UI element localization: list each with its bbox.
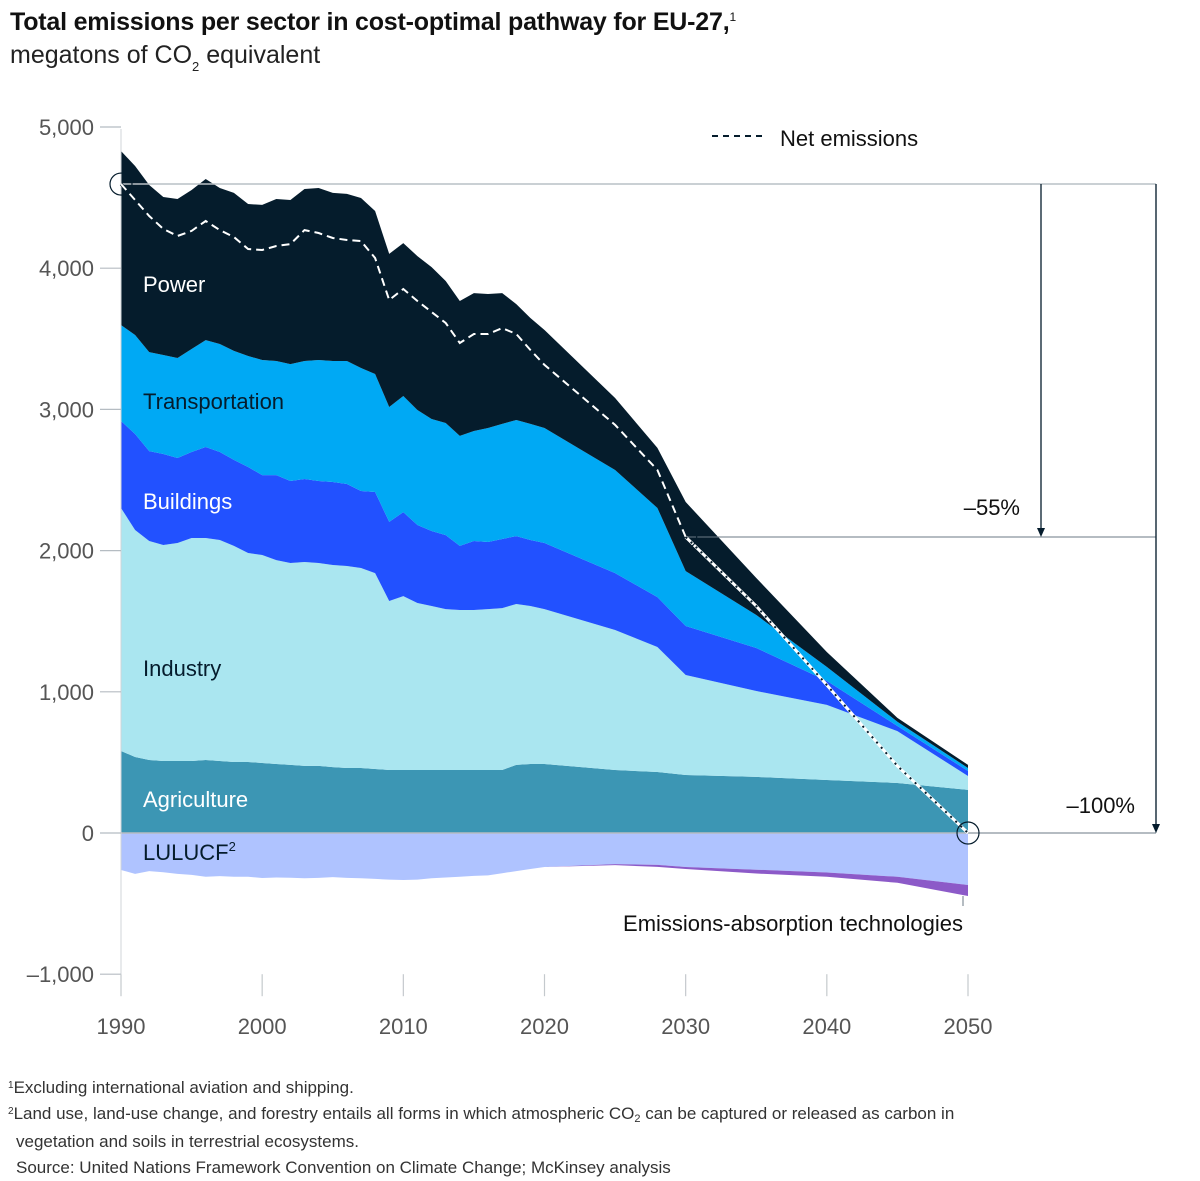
footnote-2-text-b: can be captured or released as carbon in	[640, 1104, 955, 1123]
area-agriculture	[121, 751, 968, 833]
x-tick-label: 2050	[944, 1014, 993, 1039]
y-tick-label: 2,000	[39, 539, 94, 564]
x-tick-label: 2040	[802, 1014, 851, 1039]
y-tick-label: –1,000	[27, 962, 94, 987]
series-label-buildings: Buildings	[143, 489, 232, 514]
y-tick-label: 4,000	[39, 256, 94, 281]
footnote-1: 1Excluding international aviation and sh…	[8, 1075, 954, 1101]
net-emissions-line-group	[109, 172, 980, 845]
y-tick-label: 1,000	[39, 680, 94, 705]
emissions-chart: 5,000 4,000 3,000 2,000 1,000 0 –1,000 1990 2000…	[27, 115, 1160, 1039]
stacked-areas	[121, 151, 968, 896]
series-label-agriculture: Agriculture	[143, 787, 248, 812]
marker-2050-circle	[956, 821, 980, 845]
area-industry	[121, 508, 968, 790]
annotation-minus-55: –55%	[964, 495, 1020, 520]
footnote-1-text: Excluding international aviation and shi…	[13, 1078, 354, 1097]
series-label-power: Power	[143, 272, 205, 297]
footnote-2-subscript: 2	[634, 1113, 641, 1125]
x-tick-label: 2010	[379, 1014, 428, 1039]
series-label-lulucf: LULUCF2	[143, 839, 236, 865]
series-label-transportation: Transportation	[143, 389, 284, 414]
series-label-industry: Industry	[143, 656, 221, 681]
net-emissions-line-dotted	[685, 536, 969, 834]
footnote-2-text-a: Land use, land-use change, and forestry …	[13, 1104, 635, 1123]
marker-2030-circle	[674, 525, 698, 549]
legend: Net emissions	[712, 126, 918, 151]
area-emissions-absorption-technologies	[121, 864, 968, 896]
footnotes: 1Excluding international aviation and sh…	[8, 1075, 954, 1181]
y-tick-label: 5,000	[39, 115, 94, 140]
y-tick-label: 3,000	[39, 397, 94, 422]
subtitle-suffix: equivalent	[199, 41, 321, 69]
chart-title: Total emissions per sector in cost-optim…	[10, 8, 736, 37]
axes: 5,000 4,000 3,000 2,000 1,000 0 –1,000 1990 2000…	[27, 115, 993, 1039]
source-note: Source: United Nations Framework Convent…	[16, 1158, 671, 1177]
footnote-2: 2Land use, land-use change, and forestry…	[8, 1101, 954, 1129]
title-footnote-marker: 1	[729, 10, 736, 24]
legend-net-emissions-label: Net emissions	[780, 126, 918, 151]
chart-subtitle: megatons of CO2 equivalent	[10, 41, 321, 74]
y-tick-label: 0	[82, 821, 94, 846]
footnote-2-marker: 2	[8, 1106, 14, 1117]
subtitle-subscript: 2	[192, 59, 200, 74]
x-tick-label: 2030	[661, 1014, 710, 1039]
chart-title-text: Total emissions per sector in cost-optim…	[10, 8, 730, 36]
footnote-2-text-c: vegetation and soils in terrestrial ecos…	[16, 1132, 359, 1151]
arrow-100-head-icon	[1152, 824, 1160, 833]
lulucf-footnote-marker: 2	[229, 839, 236, 854]
x-tick-label: 1990	[97, 1014, 146, 1039]
series-labels: Agriculture Industry Buildings Transportati…	[143, 272, 964, 936]
annotation-minus-100: –100%	[1066, 793, 1135, 818]
series-label-emissions-absorption-technologies: Emissions-absorption technologies	[623, 911, 963, 936]
area-transportation	[121, 325, 968, 771]
area-power	[121, 151, 968, 768]
footnote-1-marker: 1	[8, 1080, 14, 1091]
net-emissions-line	[120, 183, 687, 538]
x-tick-label: 2000	[238, 1014, 287, 1039]
area-lulucf	[121, 833, 968, 885]
annotations: –55% –100%	[121, 183, 1160, 834]
arrow-55-head-icon	[1037, 528, 1045, 538]
marker-1990-circle	[109, 172, 133, 196]
subtitle-prefix: megatons of CO	[10, 41, 193, 69]
x-tick-label: 2020	[520, 1014, 569, 1039]
area-buildings	[121, 421, 968, 776]
